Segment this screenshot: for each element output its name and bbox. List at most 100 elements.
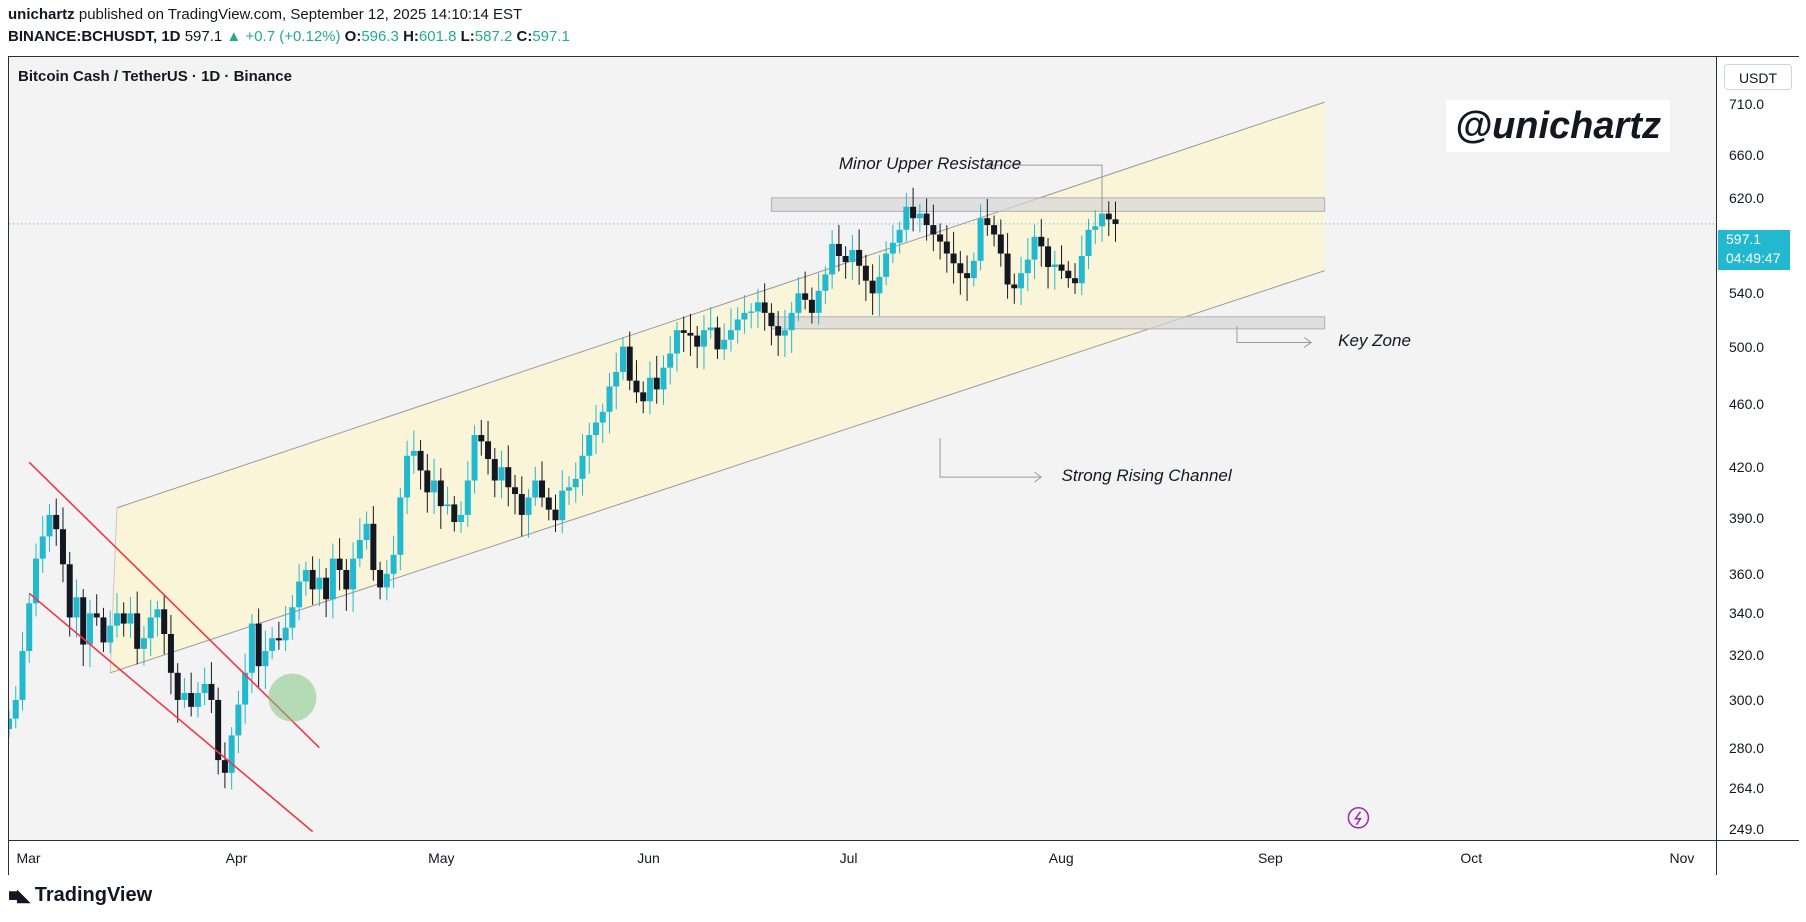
time-tick-label: Jul xyxy=(839,850,858,866)
candle-body-158 xyxy=(1072,278,1079,284)
candle-body-123 xyxy=(835,243,842,256)
lightning-icon xyxy=(1347,807,1370,829)
price-axis[interactable]: 710.0 660.0 620.0 540.0 500.0 460.0 420.0 390.0… xyxy=(1716,57,1799,840)
high-label: H: xyxy=(403,28,419,45)
candle-body-65 xyxy=(444,504,451,507)
candle-body-36 xyxy=(248,623,255,673)
candle-body-26 xyxy=(181,693,188,700)
candle-body-24 xyxy=(167,634,174,673)
price-tick-label: 540.0 xyxy=(1729,285,1765,302)
candle-body-79 xyxy=(539,480,546,498)
candle-body-27 xyxy=(188,693,195,707)
candle-body-14 xyxy=(100,617,107,643)
candle-body-19 xyxy=(134,613,141,649)
candle-body-45 xyxy=(309,569,316,590)
open-label: O: xyxy=(344,28,362,45)
candle-body-13 xyxy=(93,613,100,618)
candle-body-160 xyxy=(1085,229,1092,256)
lightning-icon-bolt xyxy=(1353,811,1362,826)
candle-body-6 xyxy=(46,514,53,537)
candle-body-82 xyxy=(559,490,566,521)
candle-body-127 xyxy=(862,265,869,281)
candle-body-8 xyxy=(59,529,66,565)
annotation-arrowhead-0 xyxy=(986,159,995,171)
zone-rect-0 xyxy=(770,197,1326,212)
price-tick-label: 500.0 xyxy=(1729,338,1765,355)
candle-body-157 xyxy=(1065,270,1072,279)
candle-body-115 xyxy=(781,330,788,336)
candle-body-164 xyxy=(1112,219,1119,224)
candle-body-117 xyxy=(795,293,802,313)
time-tick-label: Mar xyxy=(16,850,41,866)
candle-body-118 xyxy=(802,293,809,300)
price-chart[interactable] xyxy=(9,57,1716,840)
candle-body-59 xyxy=(404,455,411,498)
low-label: L: xyxy=(460,28,475,45)
candle-body-68 xyxy=(464,480,471,515)
candle-body-56 xyxy=(383,573,390,588)
rising-channel-fill xyxy=(110,102,1325,673)
symbol-info-line: BINANCE:BCHUSDT, 1D 597.1 ▲ +0.7 (+0.12%… xyxy=(8,28,570,45)
candle-body-159 xyxy=(1078,255,1085,284)
candle-body-139 xyxy=(943,241,950,254)
candle-body-34 xyxy=(235,704,242,736)
candle-body-5 xyxy=(39,536,46,559)
annotation-label-0: Minor Upper Resistance xyxy=(838,154,1022,174)
candle-body-120 xyxy=(815,290,822,313)
currency-button[interactable]: USDT xyxy=(1724,64,1792,90)
candle-body-101 xyxy=(687,332,694,336)
candle-body-22 xyxy=(154,609,161,618)
candle-body-47 xyxy=(323,577,330,600)
channel-upper-line xyxy=(116,101,1325,509)
time-tick-label: Apr xyxy=(225,850,248,866)
candle-body-39 xyxy=(269,638,276,651)
candle-body-33 xyxy=(228,735,235,773)
annotation-label-1: Key Zone xyxy=(1338,331,1411,351)
candle-body-143 xyxy=(970,260,977,279)
current-price-label: 597.1 04:49:47 xyxy=(1718,230,1790,270)
candle-body-78 xyxy=(532,480,539,498)
candle-body-91 xyxy=(619,346,626,372)
candle-body-0 xyxy=(9,718,12,730)
open-value: 596.3 xyxy=(361,28,399,45)
candle-body-75 xyxy=(512,487,519,495)
candle-body-18 xyxy=(127,613,134,624)
candle-body-77 xyxy=(525,497,532,515)
candle-body-44 xyxy=(302,569,309,582)
candle-body-28 xyxy=(194,693,201,707)
candle-body-88 xyxy=(599,411,606,423)
candle-body-29 xyxy=(201,683,208,694)
candle-body-111 xyxy=(754,302,761,312)
price-tick-label: 360.0 xyxy=(1729,565,1765,582)
time-axis[interactable]: Mar Apr May Jun Jul Aug Sep Oct Nov xyxy=(9,840,1716,875)
candle-body-81 xyxy=(552,509,559,521)
candle-body-94 xyxy=(640,392,647,402)
candle-body-113 xyxy=(768,312,775,327)
candle-body-153 xyxy=(1038,236,1045,247)
candle-body-58 xyxy=(397,497,404,555)
candle-body-21 xyxy=(147,617,154,639)
candle-body-109 xyxy=(741,312,748,320)
price-tick-label: 300.0 xyxy=(1729,691,1765,708)
candle-body-95 xyxy=(646,377,653,402)
price-tick-label: 660.0 xyxy=(1729,146,1765,163)
candle-body-10 xyxy=(73,597,80,618)
candle-body-25 xyxy=(174,672,181,700)
publish-info: unichartz published on TradingView.com, … xyxy=(8,6,522,23)
time-tick-label: Jun xyxy=(637,850,660,866)
author-name[interactable]: unichartz xyxy=(8,6,75,23)
candle-body-140 xyxy=(950,253,957,264)
candle-body-154 xyxy=(1045,246,1052,267)
zone-rect-1 xyxy=(770,316,1326,330)
candle-body-146 xyxy=(991,225,998,235)
candle-body-86 xyxy=(586,435,593,456)
chart-plot-area[interactable] xyxy=(9,57,1716,840)
tradingview-logo[interactable]: ■◣ TradingView xyxy=(8,884,152,907)
time-tick-label: May xyxy=(428,850,455,866)
candle-body-50 xyxy=(343,569,350,590)
candle-body-132 xyxy=(896,229,903,243)
candle-body-85 xyxy=(579,455,586,479)
candle-body-156 xyxy=(1058,264,1065,271)
candle-body-134 xyxy=(910,206,917,219)
candle-body-84 xyxy=(572,478,579,488)
